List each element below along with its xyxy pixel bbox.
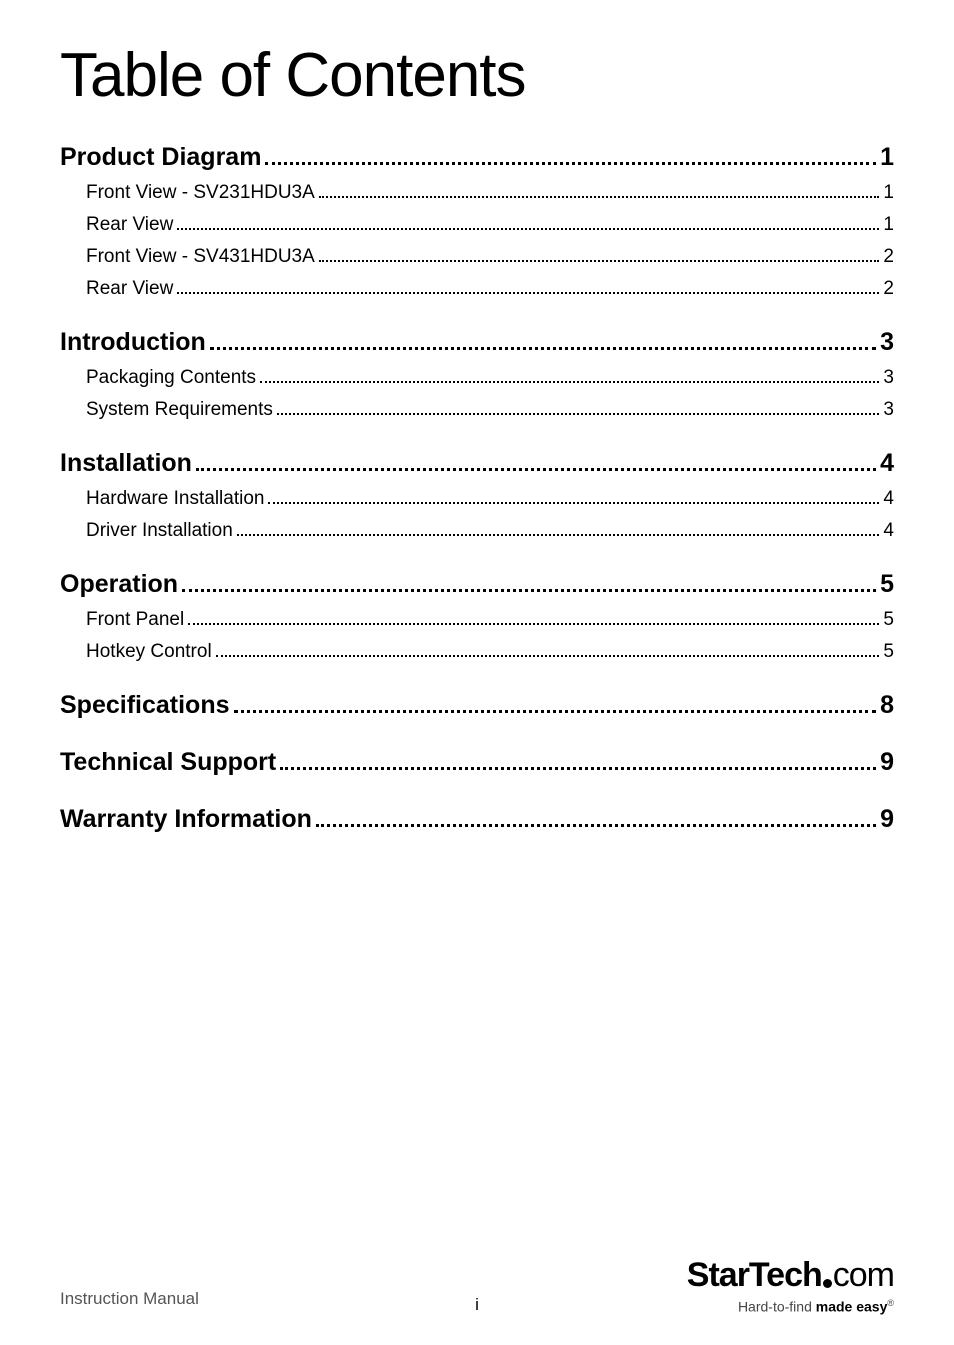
toc-item-page: 2 xyxy=(883,246,894,268)
toc-section: Technical Support 9 xyxy=(60,748,894,777)
toc-heading-label: Specifications xyxy=(60,691,230,720)
toc-section: Introduction3Packaging Contents3System R… xyxy=(60,328,894,421)
toc-item[interactable]: Hardware Installation 4 xyxy=(86,488,894,510)
toc-heading-page: 1 xyxy=(880,143,894,172)
toc-leader-dots xyxy=(265,162,876,165)
toc-leader-dots xyxy=(237,534,880,536)
toc-item-label: Rear View xyxy=(86,214,173,236)
toc-leader-dots xyxy=(277,413,880,415)
toc-item-page: 3 xyxy=(883,367,894,389)
toc-section: Installation4Hardware Installation4Drive… xyxy=(60,449,894,542)
toc-item[interactable]: Rear View 2 xyxy=(86,278,894,300)
toc-heading-label: Operation xyxy=(60,570,178,599)
toc-section: Operation 5 Front Panel 5 Hotkey Control 5 xyxy=(60,570,894,663)
toc-item-page: 2 xyxy=(883,278,894,300)
toc-leader-dots xyxy=(268,502,879,504)
toc-heading[interactable]: Introduction 3 xyxy=(60,328,894,357)
page-title: Table of Contents xyxy=(60,40,894,111)
toc-leader-dots xyxy=(216,655,880,657)
toc-item-page: 5 xyxy=(883,609,894,631)
toc-item-page: 4 xyxy=(883,520,894,542)
toc-item-label: Packaging Contents xyxy=(86,367,256,389)
toc-item[interactable]: System Requirements 3 xyxy=(86,399,894,421)
brand-tagline: Hard-to-find made easy® xyxy=(687,1298,894,1315)
toc-leader-dots xyxy=(260,381,879,383)
toc-leader-dots xyxy=(177,228,879,230)
toc-heading-page: 9 xyxy=(880,805,894,834)
tagline-prefix: Hard-to-find xyxy=(738,1299,816,1315)
toc-heading[interactable]: Technical Support 9 xyxy=(60,748,894,777)
footer-page-number: i xyxy=(475,1295,479,1315)
toc-item[interactable]: Packaging Contents 3 xyxy=(86,367,894,389)
toc-item-label: Rear View xyxy=(86,278,173,300)
toc-heading-page: 5 xyxy=(880,570,894,599)
toc-heading[interactable]: Operation 5 xyxy=(60,570,894,599)
footer-brand-block: StarTech com Hard-to-find made easy® xyxy=(687,1258,894,1315)
toc-leader-dots xyxy=(319,196,880,198)
page-footer: Instruction Manual i StarTech com Hard-to… xyxy=(60,1258,894,1315)
toc-item-page: 1 xyxy=(883,182,894,204)
toc-item[interactable]: Front View - SV231HDU3A 1 xyxy=(86,182,894,204)
toc-item-label: Driver Installation xyxy=(86,520,233,542)
toc-heading-label: Installation xyxy=(60,449,192,478)
toc-leader-dots xyxy=(188,623,879,625)
toc-heading-label: Warranty Information xyxy=(60,805,312,834)
toc-heading-page: 9 xyxy=(880,748,894,777)
toc-heading-label: Technical Support xyxy=(60,748,276,777)
tagline-bold: made easy xyxy=(816,1299,888,1315)
toc-item-page: 4 xyxy=(883,488,894,510)
toc-section: Specifications 8 xyxy=(60,691,894,720)
toc-leader-dots xyxy=(280,767,876,770)
toc-item-label: Front View - SV431HDU3A xyxy=(86,246,315,268)
toc-section: Warranty Information 9 xyxy=(60,805,894,834)
toc-leader-dots xyxy=(196,468,876,471)
toc-leader-dots xyxy=(234,710,877,713)
toc-heading[interactable]: Product Diagram 1 xyxy=(60,143,894,172)
table-of-contents: Product Diagram 1 Front View - SV231HDU3A 1… xyxy=(60,143,894,834)
toc-heading-page: 4 xyxy=(880,449,894,478)
toc-item-label: Hotkey Control xyxy=(86,641,212,663)
toc-leader-dots xyxy=(316,824,876,827)
footer-left-text: Instruction Manual xyxy=(60,1289,199,1315)
toc-heading-label: Product Diagram xyxy=(60,143,261,172)
toc-leader-dots xyxy=(210,347,876,350)
toc-heading-page: 8 xyxy=(880,691,894,720)
tagline-reg-mark: ® xyxy=(887,1298,894,1308)
toc-item-page: 1 xyxy=(883,214,894,236)
brand-logo: StarTech com xyxy=(687,1258,894,1292)
toc-section: Product Diagram 1 Front View - SV231HDU3A 1… xyxy=(60,143,894,300)
toc-item-label: Front View - SV231HDU3A xyxy=(86,182,315,204)
toc-item-page: 3 xyxy=(883,399,894,421)
toc-item[interactable]: Front Panel 5 xyxy=(86,609,894,631)
toc-item[interactable]: Rear View 1 xyxy=(86,214,894,236)
toc-leader-dots xyxy=(182,589,876,592)
toc-heading[interactable]: Specifications 8 xyxy=(60,691,894,720)
brand-main-bold: StarTech xyxy=(687,1256,822,1294)
toc-leader-dots xyxy=(177,292,879,294)
toc-item[interactable]: Hotkey Control 5 xyxy=(86,641,894,663)
toc-heading-page: 3 xyxy=(880,328,894,357)
toc-item[interactable]: Driver Installation 4 xyxy=(86,520,894,542)
toc-item-label: System Requirements xyxy=(86,399,273,421)
toc-item-label: Hardware Installation xyxy=(86,488,264,510)
toc-item-page: 5 xyxy=(883,641,894,663)
toc-heading-label: Introduction xyxy=(60,328,206,357)
toc-item[interactable]: Front View - SV431HDU3A 2 xyxy=(86,246,894,268)
brand-dot-icon xyxy=(823,1279,832,1288)
toc-leader-dots xyxy=(319,260,880,262)
brand-main-rest: com xyxy=(833,1256,894,1294)
toc-heading[interactable]: Installation 4 xyxy=(60,449,894,478)
toc-item-label: Front Panel xyxy=(86,609,184,631)
toc-heading[interactable]: Warranty Information 9 xyxy=(60,805,894,834)
